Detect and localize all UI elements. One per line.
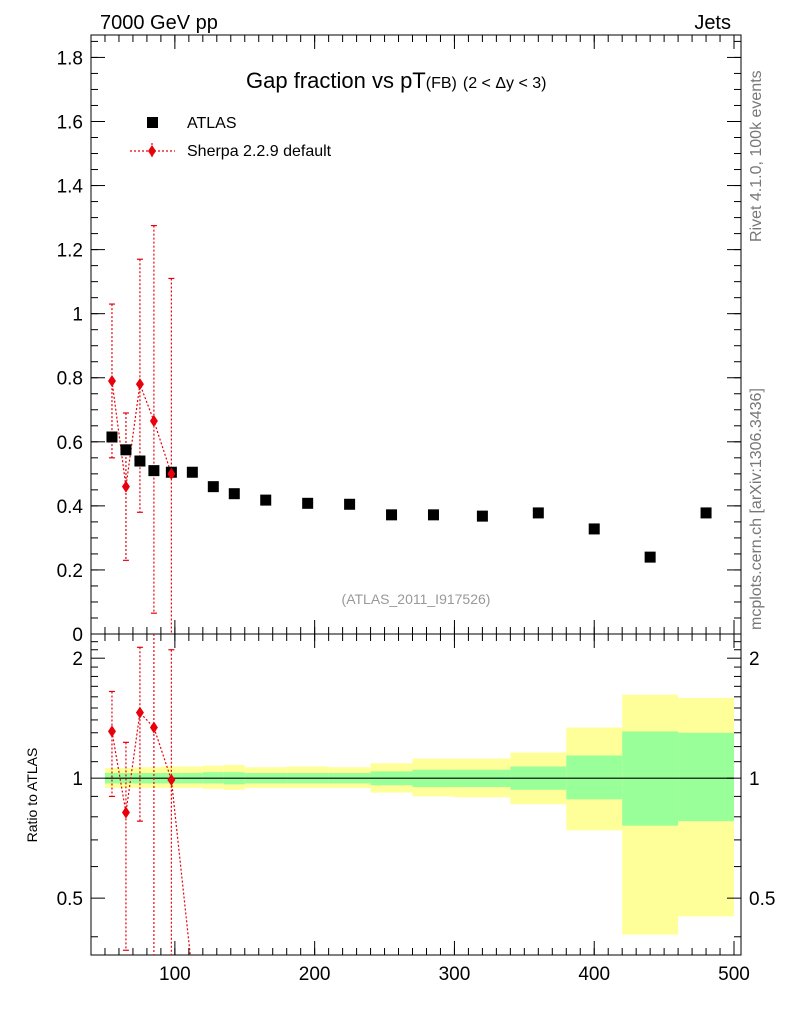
main-ytick-label: 0.2 — [57, 561, 83, 582]
main-ytick-label: 1.8 — [57, 48, 83, 69]
atlas-main-point — [260, 494, 272, 506]
atlas-main-point — [207, 481, 219, 493]
ratio-xtick-label: 400 — [578, 964, 610, 985]
atlas-main-point — [134, 455, 146, 467]
ratio-plot-marks — [107, 634, 191, 956]
atlas-main-point — [148, 465, 160, 477]
ratio-ytick-label-left: 0.5 — [57, 889, 83, 910]
legend-sherpa-label: Sherpa 2.2.9 default — [187, 143, 332, 160]
sherpa-main-point — [149, 414, 158, 427]
atlas-main-point — [228, 488, 240, 500]
ratio-xtick-label: 200 — [299, 964, 331, 985]
sherpa-ratio-point — [135, 706, 144, 719]
main-ytick-label: 1.4 — [57, 177, 84, 198]
sherpa-main-point — [135, 378, 144, 391]
ratio-xtick-label: 500 — [718, 964, 750, 985]
atlas-main-point — [588, 523, 600, 535]
atlas-main-point — [532, 507, 544, 519]
atlas-main-point — [106, 431, 118, 443]
main-ytick-label: 0.6 — [57, 433, 83, 454]
ratio-ylabel: Ratio to ATLAS — [24, 748, 40, 843]
ratio-ytick-label-right: 2 — [749, 649, 760, 670]
legend-atlas-label: ATLAS — [187, 115, 237, 132]
sherpa-main-point — [121, 480, 130, 493]
sherpa-ratio-point — [121, 806, 130, 819]
main-ytick-label: 0.8 — [57, 369, 83, 390]
main-title-range: (2 < Δy < 3) — [463, 75, 547, 92]
atlas-main-point — [700, 507, 712, 519]
atlas-main-point — [186, 466, 198, 478]
ratio-frame — [90, 633, 742, 956]
ratio-band-inner — [566, 755, 623, 800]
atlas-main-point — [344, 498, 356, 510]
main-ytick-label: 1.2 — [57, 241, 83, 262]
legend-sherpa-marker — [148, 145, 156, 157]
atlas-main-point — [302, 497, 314, 509]
main-plot-marks — [106, 224, 712, 634]
ratio-xtick-label: 100 — [159, 964, 191, 985]
main-ytick-label: 0.4 — [57, 497, 84, 518]
rivet-version-label: Rivet 4.1.0, 100k events — [748, 70, 765, 242]
atlas-main-point — [476, 510, 488, 522]
ratio-plot-area: 0.5 0.5 1 1 2 2 100 200 300 400 500 — [57, 633, 775, 985]
atlas-main-point — [427, 509, 439, 521]
analysis-id-label: (ATLAS_2011_I917526) — [342, 591, 491, 607]
ratio-ytick-label-left: 2 — [72, 649, 83, 670]
ratio-ytick-label-right: 1 — [749, 769, 760, 790]
legend: ATLAS Sherpa 2.2.9 default — [130, 115, 332, 160]
sherpa-ratio-line — [111, 711, 191, 956]
atlas-main-point — [120, 444, 132, 456]
atlas-main-point — [386, 509, 398, 521]
main-title: Gap fraction vs pT(FB) (2 < Δy < 3) — [246, 68, 546, 93]
category-label: Jets — [694, 12, 731, 34]
sherpa-ratio-point — [167, 773, 176, 786]
legend-atlas-marker — [147, 117, 158, 128]
main-plot-area: 0 0.2 0.4 0.6 0.8 1 1.2 1.4 1.6 1.8 — [57, 34, 742, 646]
sherpa-main-point — [167, 467, 176, 480]
main-ytick-label: 0 — [72, 625, 83, 646]
atlas-main-point — [644, 551, 656, 563]
energy-label: 7000 GeV pp — [100, 12, 218, 34]
sherpa-ratio-point — [107, 725, 116, 738]
main-ytick-label: 1.6 — [57, 112, 83, 133]
ratio-band-inner — [678, 732, 735, 822]
ratio-ytick-label-left: 1 — [72, 769, 83, 790]
sherpa-main-line — [111, 380, 172, 487]
main-title-sub: (FB) — [426, 75, 457, 92]
website-label: mcplots.cern.ch [arXiv:1306.3436] — [748, 388, 765, 630]
main-ytick-label: 1 — [72, 305, 83, 326]
main-title-text: Gap fraction vs pT — [246, 68, 426, 93]
ratio-xtick-label: 300 — [439, 964, 471, 985]
ratio-ytick-label-right: 0.5 — [749, 889, 775, 910]
sherpa-main-point — [107, 374, 116, 387]
sherpa-ratio-point — [149, 721, 158, 734]
